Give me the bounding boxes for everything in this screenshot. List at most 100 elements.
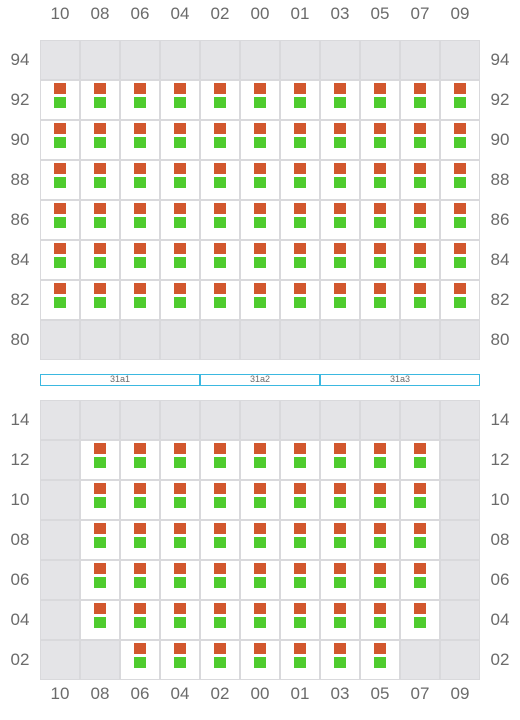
occupied-slot[interactable] — [321, 121, 359, 159]
occupied-slot[interactable] — [321, 561, 359, 599]
empty-slot[interactable] — [401, 41, 439, 79]
occupied-slot[interactable] — [441, 201, 479, 239]
occupied-slot[interactable] — [361, 201, 399, 239]
occupied-slot[interactable] — [401, 601, 439, 639]
occupied-slot[interactable] — [361, 521, 399, 559]
occupied-slot[interactable] — [401, 81, 439, 119]
occupied-slot[interactable] — [241, 601, 279, 639]
occupied-slot[interactable] — [321, 641, 359, 679]
empty-slot[interactable] — [401, 401, 439, 439]
occupied-slot[interactable] — [201, 121, 239, 159]
occupied-slot[interactable] — [161, 641, 199, 679]
occupied-slot[interactable] — [81, 201, 119, 239]
occupied-slot[interactable] — [241, 161, 279, 199]
empty-slot[interactable] — [201, 401, 239, 439]
occupied-slot[interactable] — [121, 281, 159, 319]
occupied-slot[interactable] — [321, 201, 359, 239]
occupied-slot[interactable] — [401, 241, 439, 279]
occupied-slot[interactable] — [441, 121, 479, 159]
occupied-slot[interactable] — [361, 81, 399, 119]
occupied-slot[interactable] — [201, 481, 239, 519]
occupied-slot[interactable] — [121, 481, 159, 519]
empty-slot[interactable] — [41, 641, 79, 679]
occupied-slot[interactable] — [321, 81, 359, 119]
section-bar[interactable]: 31a2 — [200, 374, 320, 386]
occupied-slot[interactable] — [281, 121, 319, 159]
occupied-slot[interactable] — [441, 81, 479, 119]
occupied-slot[interactable] — [281, 281, 319, 319]
occupied-slot[interactable] — [241, 241, 279, 279]
occupied-slot[interactable] — [401, 441, 439, 479]
empty-slot[interactable] — [201, 321, 239, 359]
empty-slot[interactable] — [41, 41, 79, 79]
empty-slot[interactable] — [361, 401, 399, 439]
empty-slot[interactable] — [361, 321, 399, 359]
empty-slot[interactable] — [361, 41, 399, 79]
empty-slot[interactable] — [81, 401, 119, 439]
occupied-slot[interactable] — [361, 241, 399, 279]
empty-slot[interactable] — [41, 561, 79, 599]
occupied-slot[interactable] — [201, 561, 239, 599]
occupied-slot[interactable] — [361, 601, 399, 639]
occupied-slot[interactable] — [161, 161, 199, 199]
occupied-slot[interactable] — [161, 481, 199, 519]
occupied-slot[interactable] — [121, 161, 159, 199]
occupied-slot[interactable] — [321, 281, 359, 319]
empty-slot[interactable] — [441, 441, 479, 479]
occupied-slot[interactable] — [441, 161, 479, 199]
occupied-slot[interactable] — [241, 561, 279, 599]
empty-slot[interactable] — [441, 401, 479, 439]
occupied-slot[interactable] — [401, 561, 439, 599]
occupied-slot[interactable] — [41, 281, 79, 319]
occupied-slot[interactable] — [441, 281, 479, 319]
occupied-slot[interactable] — [201, 521, 239, 559]
occupied-slot[interactable] — [81, 161, 119, 199]
occupied-slot[interactable] — [121, 601, 159, 639]
empty-slot[interactable] — [41, 481, 79, 519]
occupied-slot[interactable] — [121, 201, 159, 239]
occupied-slot[interactable] — [121, 521, 159, 559]
occupied-slot[interactable] — [361, 281, 399, 319]
empty-slot[interactable] — [41, 601, 79, 639]
occupied-slot[interactable] — [161, 561, 199, 599]
empty-slot[interactable] — [161, 321, 199, 359]
occupied-slot[interactable] — [121, 121, 159, 159]
occupied-slot[interactable] — [161, 121, 199, 159]
empty-slot[interactable] — [161, 41, 199, 79]
occupied-slot[interactable] — [401, 201, 439, 239]
occupied-slot[interactable] — [361, 641, 399, 679]
occupied-slot[interactable] — [241, 481, 279, 519]
occupied-slot[interactable] — [161, 521, 199, 559]
occupied-slot[interactable] — [41, 81, 79, 119]
occupied-slot[interactable] — [241, 201, 279, 239]
occupied-slot[interactable] — [281, 441, 319, 479]
occupied-slot[interactable] — [241, 121, 279, 159]
empty-slot[interactable] — [241, 41, 279, 79]
occupied-slot[interactable] — [401, 121, 439, 159]
empty-slot[interactable] — [321, 401, 359, 439]
empty-slot[interactable] — [401, 321, 439, 359]
occupied-slot[interactable] — [201, 81, 239, 119]
occupied-slot[interactable] — [81, 561, 119, 599]
occupied-slot[interactable] — [361, 121, 399, 159]
occupied-slot[interactable] — [441, 241, 479, 279]
empty-slot[interactable] — [441, 601, 479, 639]
occupied-slot[interactable] — [361, 161, 399, 199]
occupied-slot[interactable] — [241, 441, 279, 479]
occupied-slot[interactable] — [201, 281, 239, 319]
occupied-slot[interactable] — [121, 641, 159, 679]
occupied-slot[interactable] — [241, 521, 279, 559]
occupied-slot[interactable] — [81, 281, 119, 319]
section-bar[interactable]: 31a3 — [320, 374, 480, 386]
occupied-slot[interactable] — [321, 241, 359, 279]
occupied-slot[interactable] — [81, 441, 119, 479]
occupied-slot[interactable] — [201, 641, 239, 679]
empty-slot[interactable] — [441, 641, 479, 679]
empty-slot[interactable] — [321, 321, 359, 359]
occupied-slot[interactable] — [201, 161, 239, 199]
empty-slot[interactable] — [441, 521, 479, 559]
occupied-slot[interactable] — [321, 441, 359, 479]
occupied-slot[interactable] — [401, 481, 439, 519]
empty-slot[interactable] — [201, 41, 239, 79]
occupied-slot[interactable] — [321, 161, 359, 199]
